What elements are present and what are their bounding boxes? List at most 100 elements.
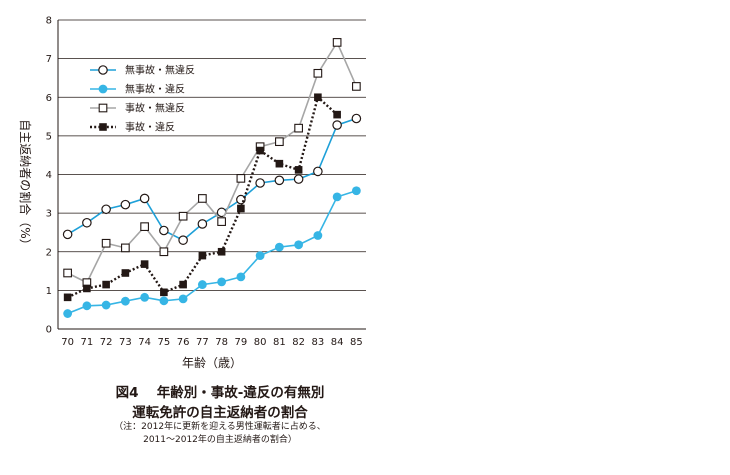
x-axis-label: 年齢（歳） [182, 355, 242, 370]
series-1 [62, 113, 362, 245]
caption-title-line2: 運転免許の自主返納者の割合 [132, 405, 308, 421]
caption-title-line1: 図4 年齢別・事故-違反の有無別 [115, 385, 325, 401]
legend-marker [98, 103, 108, 113]
x-tick-label: 73 [119, 337, 132, 348]
series-4 [63, 93, 341, 302]
data-point [351, 186, 361, 196]
x-tick-label: 80 [254, 337, 267, 348]
data-point [313, 231, 323, 240]
data-point [120, 296, 130, 306]
legend-item: 無事故・違反 [90, 83, 185, 96]
legend-label: 事故・違反 [125, 121, 175, 134]
data-point [237, 204, 245, 213]
grid-lines [58, 19, 366, 291]
y-tick-label: 0 [46, 325, 52, 336]
y-tick-label: 6 [46, 93, 52, 104]
series-line [67, 40, 358, 284]
x-tick-label: 72 [100, 337, 113, 348]
data-point [82, 301, 92, 311]
data-point [217, 217, 226, 226]
data-point [294, 240, 304, 250]
data-point [217, 247, 226, 256]
legend-label: 無事故・無違反 [125, 64, 195, 77]
x-tick-label: 71 [81, 337, 94, 348]
figure-caption-title: 図4 年齢別・事故-違反の有無別 運転免許の自主返納者の割合 [0, 383, 440, 423]
data-point [139, 193, 150, 204]
data-point [313, 68, 323, 78]
series-2 [63, 186, 361, 318]
data-point [332, 38, 342, 47]
data-point [198, 194, 207, 203]
data-point [197, 219, 208, 229]
data-point [101, 300, 111, 310]
data-point [294, 166, 303, 174]
y-tick-label: 4 [46, 170, 52, 181]
series-line [67, 189, 357, 315]
caption-note-line2: 2011～2012年の自主返納者の割合） [143, 435, 297, 445]
data-point [140, 292, 150, 302]
data-point [236, 174, 246, 183]
data-point [140, 222, 149, 231]
data-point [121, 243, 130, 253]
data-point [256, 146, 264, 155]
data-point [198, 251, 207, 260]
data-point [236, 272, 246, 282]
data-point [197, 280, 207, 289]
data-point [352, 82, 361, 91]
data-point [63, 293, 72, 302]
figure-caption-note: （注：2012年に更新を迎える男性運転者に占める、 2011～2012年の自主返… [0, 421, 440, 447]
data-point [160, 288, 168, 297]
legend-marker [98, 84, 108, 94]
data-point [274, 175, 285, 186]
x-tick-label: 85 [350, 337, 363, 348]
data-point [159, 296, 169, 306]
legend-item: 事故・無違反 [90, 102, 185, 115]
data-point [63, 309, 73, 318]
data-point [332, 120, 342, 130]
legend-label: 無事故・違反 [125, 83, 185, 96]
x-tick-label: 74 [138, 337, 151, 348]
data-point [313, 166, 323, 177]
y-tick-labels: 0 1 2 3 4 5 6 7 8 [46, 16, 52, 336]
x-tick-label: 77 [196, 337, 209, 348]
x-tick-label: 76 [177, 337, 190, 348]
data-point [294, 123, 303, 133]
data-point [120, 199, 131, 210]
data-point [178, 211, 188, 221]
data-point [275, 137, 284, 147]
legend-marker [98, 65, 108, 75]
data-point [140, 260, 149, 268]
y-tick-label: 7 [46, 54, 52, 65]
y-axis-label: 自主返納者の割合（%） [18, 119, 33, 250]
x-tick-label: 83 [312, 337, 325, 348]
data-point [333, 110, 341, 119]
data-point [255, 251, 265, 261]
x-tick-label: 81 [273, 337, 286, 348]
data-point [178, 235, 188, 245]
y-tick-label: 2 [46, 247, 52, 258]
data-point [101, 204, 111, 215]
x-tick-label: 82 [292, 337, 305, 348]
caption-note-line1: （注：2012年に更新を迎える男性運転者に占める、 [114, 422, 326, 432]
data-point [82, 217, 92, 228]
legend-item: 無事故・無違反 [90, 64, 195, 77]
x-tick-label: 84 [331, 337, 344, 348]
series-3 [63, 38, 361, 288]
data-point [102, 280, 110, 289]
data-point [178, 294, 188, 304]
series-group [62, 38, 362, 318]
data-point [332, 192, 342, 202]
data-point [255, 178, 265, 188]
legend-label: 事故・無違反 [125, 102, 185, 115]
data-point [159, 225, 169, 236]
legend-item: 事故・違反 [90, 121, 175, 134]
x-tick-label: 75 [158, 337, 171, 348]
data-point [62, 229, 73, 240]
series-line [67, 117, 357, 242]
data-point [101, 238, 111, 248]
x-tick-labels: 70 71 72 73 74 75 76 77 78 79 80 81 82 83 84 85 [61, 337, 362, 348]
data-point [83, 284, 91, 293]
y-tick-label: 5 [46, 131, 52, 142]
